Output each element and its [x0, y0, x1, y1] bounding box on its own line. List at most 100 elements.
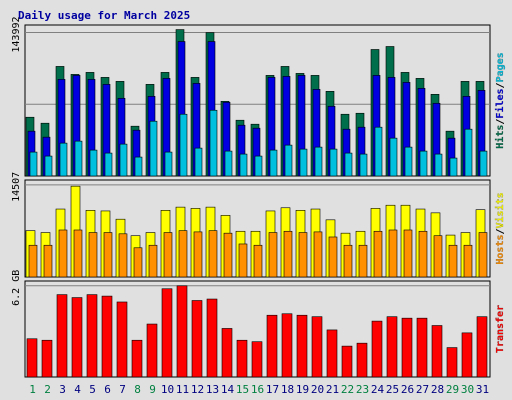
- bar-hosts: [358, 244, 368, 278]
- x-tick-label: 25: [386, 383, 399, 396]
- chart-panels: 143992Hits/Files/Pages14507Hosts/Visits6…: [11, 16, 506, 396]
- bar-pages: [29, 151, 38, 177]
- y-max-label: 143992: [11, 16, 22, 52]
- bar-hosts: [343, 244, 353, 278]
- x-tick-label: 8: [134, 383, 141, 396]
- bar-pages: [299, 148, 308, 177]
- bar-hosts: [88, 232, 98, 278]
- bar-hosts: [118, 233, 128, 278]
- side-label-separator: /: [495, 82, 506, 88]
- x-tick-label: 17: [266, 383, 279, 396]
- bar-hosts: [403, 229, 413, 278]
- y-max-label: 6.2 GB: [11, 270, 22, 306]
- bar-transfer: [221, 328, 233, 378]
- x-tick-label: 16: [251, 383, 264, 396]
- x-tick-label: 6: [104, 383, 111, 396]
- bar-pages: [329, 148, 338, 177]
- bar-transfer: [431, 325, 443, 378]
- bar-pages: [314, 146, 323, 177]
- bar-pages: [449, 157, 458, 177]
- bar-hosts: [28, 244, 38, 278]
- x-axis-labels: 1 2 3 4 5 6 7 8 9 10 11 12 13 14 15 16 17 18 19 20 21 22 23 24 2…: [29, 383, 489, 396]
- bar-pages: [119, 143, 128, 177]
- bar-hosts: [133, 247, 143, 278]
- x-tick-label: 4: [74, 383, 81, 396]
- bar-transfer: [266, 314, 278, 378]
- bar-transfer: [86, 294, 98, 378]
- bar-pages: [284, 144, 293, 177]
- bar-pages: [164, 151, 173, 177]
- x-tick-label: 20: [311, 383, 324, 396]
- bar-transfer: [161, 288, 173, 378]
- bar-hosts: [313, 231, 323, 278]
- bar-transfer: [476, 316, 488, 378]
- bar-hosts: [223, 232, 233, 278]
- x-tick-label: 15: [236, 383, 249, 396]
- bar-hosts: [148, 244, 158, 278]
- bar-transfer: [341, 345, 353, 378]
- x-tick-label: 26: [401, 383, 414, 396]
- bar-transfer: [236, 339, 248, 378]
- x-tick-label: 18: [281, 383, 294, 396]
- x-tick-label: 22: [341, 383, 354, 396]
- x-tick-label: 2: [44, 383, 51, 396]
- x-tick-label: 28: [431, 383, 444, 396]
- bar-pages: [224, 150, 233, 177]
- bar-hosts: [478, 232, 488, 278]
- bar-transfer: [26, 338, 38, 378]
- bar-pages: [359, 153, 368, 177]
- bar-hosts: [58, 229, 68, 278]
- x-tick-label: 19: [296, 383, 309, 396]
- x-tick-label: 1: [29, 383, 36, 396]
- bar-pages: [404, 146, 413, 177]
- bar-transfer: [401, 317, 413, 378]
- bar-pages: [434, 153, 443, 177]
- bar-hosts: [43, 244, 53, 278]
- bar-pages: [74, 140, 83, 177]
- bar-transfer: [386, 316, 398, 378]
- bar-hosts: [178, 230, 188, 278]
- bar-pages: [254, 155, 263, 177]
- bar-pages: [104, 152, 113, 177]
- bar-hosts: [418, 230, 428, 278]
- bar-transfer: [311, 316, 323, 378]
- bar-hosts: [298, 232, 308, 278]
- panel-visits-hosts: 14507 Hosts/Visits: [11, 172, 506, 278]
- bar-transfer: [41, 339, 53, 378]
- bar-transfer: [56, 294, 68, 378]
- bar-hosts: [208, 230, 218, 278]
- bar-hosts: [163, 232, 173, 278]
- x-tick-label: 27: [416, 383, 429, 396]
- bar-pages: [389, 137, 398, 177]
- x-tick-label: 11: [176, 383, 189, 396]
- panel-transfer: 6.2 GB Transfer: [11, 270, 506, 378]
- bar-pages: [44, 155, 53, 177]
- side-label-separator: /: [495, 119, 506, 125]
- bar-hosts: [73, 229, 83, 278]
- bar-pages: [464, 128, 473, 177]
- x-tick-label: 30: [461, 383, 474, 396]
- bar-transfer: [446, 347, 458, 378]
- bar-hosts: [103, 232, 113, 278]
- bar-hosts: [238, 243, 248, 278]
- bar-pages: [479, 150, 488, 177]
- x-tick-label: 23: [356, 383, 369, 396]
- x-tick-label: 14: [221, 383, 235, 396]
- side-label-visits: Visits: [494, 192, 506, 228]
- x-tick-label: 3: [59, 383, 66, 396]
- side-label: Transfer: [495, 305, 506, 353]
- bar-transfer: [131, 339, 143, 378]
- bar-transfer: [356, 342, 368, 378]
- x-tick-label: 21: [326, 383, 339, 396]
- bar-pages: [209, 109, 218, 177]
- side-label-files: Files: [494, 88, 506, 118]
- bar-transfer: [296, 314, 308, 378]
- bar-hosts: [448, 244, 458, 278]
- bar-hosts: [253, 244, 263, 278]
- bar-transfer: [326, 329, 338, 378]
- bar-transfer: [281, 313, 293, 378]
- bar-transfer: [101, 295, 113, 378]
- x-tick-label: 13: [206, 383, 219, 396]
- x-tick-label: 31: [476, 383, 489, 396]
